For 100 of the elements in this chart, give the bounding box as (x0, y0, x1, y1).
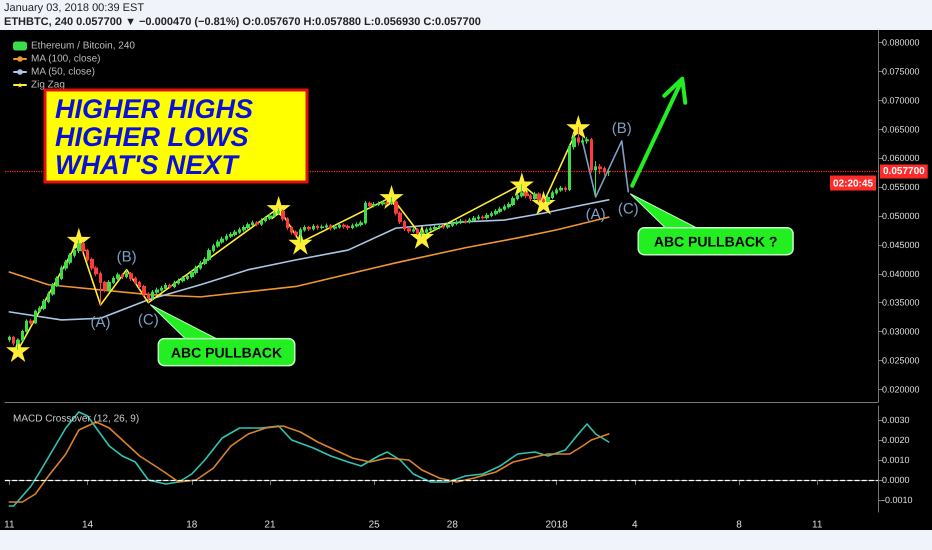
candlestick (233, 229, 237, 237)
x-tick-label: 25 (368, 520, 380, 530)
candlestick (294, 230, 298, 238)
x-tick-label: 2018 (545, 520, 568, 530)
candlestick (511, 196, 515, 207)
candlestick (77, 239, 81, 254)
point (6, 338, 30, 362)
candlestick (220, 236, 224, 244)
legend-label: MA (100, close) (31, 54, 100, 64)
x-tick-label: 28 (446, 520, 458, 530)
candlestick (255, 220, 259, 227)
y-tick-label: 0.050000 (882, 211, 920, 221)
candlestick (12, 336, 15, 346)
y-tick-label: 0.0010 (882, 455, 910, 465)
candlestick (385, 200, 389, 206)
candlestick (29, 318, 33, 326)
candlestick (446, 222, 450, 230)
candlestick (607, 170, 610, 176)
candlestick (260, 218, 263, 226)
annotation: (B) (116, 248, 137, 266)
y-tick-label: 0.040000 (882, 268, 920, 279)
candlestick (229, 232, 233, 238)
candlestick (207, 248, 211, 262)
candlestick (559, 185, 563, 192)
candlestick (307, 225, 311, 232)
y-tick-label: 0.020000 (882, 384, 920, 394)
candlestick (481, 214, 485, 220)
candlestick (433, 224, 437, 231)
x-tick-label: 14 (82, 520, 94, 530)
annotation: (C) (618, 200, 639, 218)
x-tick-label: 21 (264, 520, 276, 530)
candlestick (216, 239, 220, 248)
legend-label: MA (50, close) (31, 66, 95, 78)
candlestick (459, 218, 463, 225)
candlestick (164, 282, 167, 290)
legend-label: Ethereum / Bitcoin, 240 (31, 40, 136, 52)
text: ETHBTC, 240 0.057700 ▼ −0.000470 (−0.81%) O:0.057670 H:0.057880 L:0.056930 C:0.057700 (4, 15, 482, 29)
candlestick (546, 194, 550, 203)
y-tick-label: 0.075000 (882, 66, 920, 77)
candlestick (320, 224, 324, 230)
candlestick (312, 224, 315, 231)
candlestick (355, 222, 359, 228)
candlestick (116, 272, 120, 281)
x-tick-label: 4 (632, 520, 638, 530)
candlestick (372, 202, 376, 208)
candlestick (242, 224, 246, 232)
point (410, 224, 434, 249)
x-tick-label: 8 (736, 520, 742, 530)
candlestick (316, 224, 319, 230)
candlestick (577, 126, 580, 146)
candlestick (194, 265, 198, 275)
candlestick (533, 191, 537, 201)
line-series (582, 140, 630, 198)
annotation: (A) (90, 314, 111, 331)
y-tick-label: 0.025000 (882, 355, 920, 366)
candlestick (564, 186, 567, 192)
candlestick (125, 269, 128, 279)
candlestick (420, 229, 424, 238)
y-tick-label: 0.065000 (882, 124, 920, 134)
candlestick (121, 272, 124, 280)
candlestick (464, 218, 467, 224)
candlestick (173, 280, 176, 289)
y-tick-label: 0.035000 (882, 298, 920, 308)
y-tick-label: -0.0010 (882, 495, 913, 505)
candlestick (416, 228, 419, 236)
point (510, 172, 534, 196)
candlestick (472, 216, 476, 222)
text: January 03, 2018 00:39 EST (4, 1, 146, 15)
candlestick (390, 196, 393, 206)
candlestick (329, 224, 332, 231)
y-tick-label: 0.030000 (882, 326, 920, 337)
annotation: 02:20:45 (832, 178, 874, 190)
candlestick (8, 335, 11, 342)
candlestick (520, 184, 524, 198)
y-tick-label: 0.045000 (882, 240, 920, 250)
y-tick-label: 0.060000 (882, 153, 920, 164)
ref-line-label: 0.057700 (883, 166, 926, 178)
candlestick (129, 272, 133, 282)
y-tick-label: 0.080000 (882, 38, 920, 48)
candlestick (168, 283, 172, 290)
candlestick (585, 136, 589, 144)
candlestick (181, 276, 185, 283)
x-tick-label: 11 (4, 520, 15, 530)
candlestick (494, 208, 498, 216)
candlestick (594, 160, 597, 198)
y-tick-label: 0.0020 (882, 435, 910, 445)
candlestick (107, 280, 111, 292)
candlestick (381, 200, 385, 206)
candlestick (442, 224, 445, 230)
candlestick (299, 227, 302, 244)
candlestick (34, 309, 37, 325)
candlestick (412, 227, 415, 234)
candlestick (537, 192, 541, 203)
annotation: (C) (138, 312, 159, 329)
candlestick (190, 270, 194, 279)
candlestick (246, 222, 250, 230)
x-tick-label: 11 (812, 520, 823, 530)
candlestick (368, 201, 372, 208)
candlestick (485, 212, 489, 220)
annotation: ABC PULLBACK (170, 344, 282, 361)
